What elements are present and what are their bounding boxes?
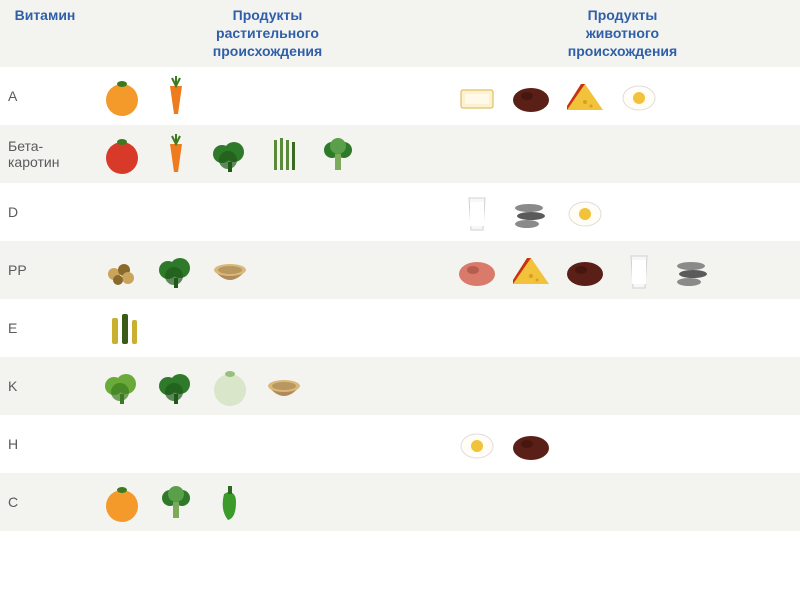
- plant-cell: [90, 183, 445, 241]
- egg-icon: [615, 74, 663, 118]
- table-header-row: Витамин Продуктырастительногопроисхожден…: [0, 0, 800, 67]
- plant-cell: [90, 473, 445, 531]
- vitamin-cell: D: [0, 183, 90, 241]
- egg-icon: [561, 190, 609, 234]
- header-animal: Продуктыживотногопроисхождения: [445, 0, 800, 67]
- lettuce-icon: [98, 364, 146, 408]
- parsley-icon: [152, 248, 200, 292]
- nuts-icon: [98, 248, 146, 292]
- vitamin-cell: K: [0, 357, 90, 415]
- parsley-icon: [152, 364, 200, 408]
- table-row: K: [0, 357, 800, 415]
- tomato-icon: [98, 132, 146, 176]
- vitamin-cell: A: [0, 67, 90, 125]
- plant-cell: [90, 299, 445, 357]
- table-body: AБета-каротинDPPEKHC: [0, 67, 800, 531]
- header-plant: Продуктырастительногопроисхождения: [90, 0, 445, 67]
- animal-cell: [445, 125, 800, 183]
- orange-icon: [98, 480, 146, 524]
- table-row: PP: [0, 241, 800, 299]
- table-row: H: [0, 415, 800, 473]
- animal-cell: [445, 67, 800, 125]
- broccoli-icon: [152, 480, 200, 524]
- liver-icon: [507, 422, 555, 466]
- liver-icon: [507, 74, 555, 118]
- cheese-icon: [507, 248, 555, 292]
- animal-cell: [445, 241, 800, 299]
- plant-cell: [90, 241, 445, 299]
- vitamins-table: Витамин Продуктырастительногопроисхожден…: [0, 0, 800, 531]
- egg-icon: [453, 422, 501, 466]
- animal-cell: [445, 357, 800, 415]
- oats-icon: [260, 364, 308, 408]
- ham-icon: [453, 248, 501, 292]
- fish-icon: [669, 248, 717, 292]
- oil-icon: [98, 306, 146, 350]
- vitamin-cell: E: [0, 299, 90, 357]
- asparagus-icon: [260, 132, 308, 176]
- liver-icon: [561, 248, 609, 292]
- vitamin-cell: C: [0, 473, 90, 531]
- butter-icon: [453, 74, 501, 118]
- table-row: Бета-каротин: [0, 125, 800, 183]
- carrot-icon: [152, 132, 200, 176]
- header-vitamin: Витамин: [0, 0, 90, 67]
- milk-icon: [615, 248, 663, 292]
- animal-cell: [445, 415, 800, 473]
- broccoli-icon: [314, 132, 362, 176]
- orange-icon: [98, 74, 146, 118]
- table-row: E: [0, 299, 800, 357]
- vitamin-cell: Бета-каротин: [0, 125, 90, 183]
- vitamin-cell: PP: [0, 241, 90, 299]
- oats-icon: [206, 248, 254, 292]
- animal-cell: [445, 473, 800, 531]
- plant-cell: [90, 125, 445, 183]
- milk-icon: [453, 190, 501, 234]
- table-row: D: [0, 183, 800, 241]
- parsley-icon: [206, 132, 254, 176]
- pepper-icon: [206, 480, 254, 524]
- table-row: A: [0, 67, 800, 125]
- cabbage-icon: [206, 364, 254, 408]
- animal-cell: [445, 183, 800, 241]
- plant-cell: [90, 415, 445, 473]
- cheese-icon: [561, 74, 609, 118]
- carrot-icon: [152, 74, 200, 118]
- plant-cell: [90, 67, 445, 125]
- table-row: C: [0, 473, 800, 531]
- animal-cell: [445, 299, 800, 357]
- plant-cell: [90, 357, 445, 415]
- vitamin-cell: H: [0, 415, 90, 473]
- fish-icon: [507, 190, 555, 234]
